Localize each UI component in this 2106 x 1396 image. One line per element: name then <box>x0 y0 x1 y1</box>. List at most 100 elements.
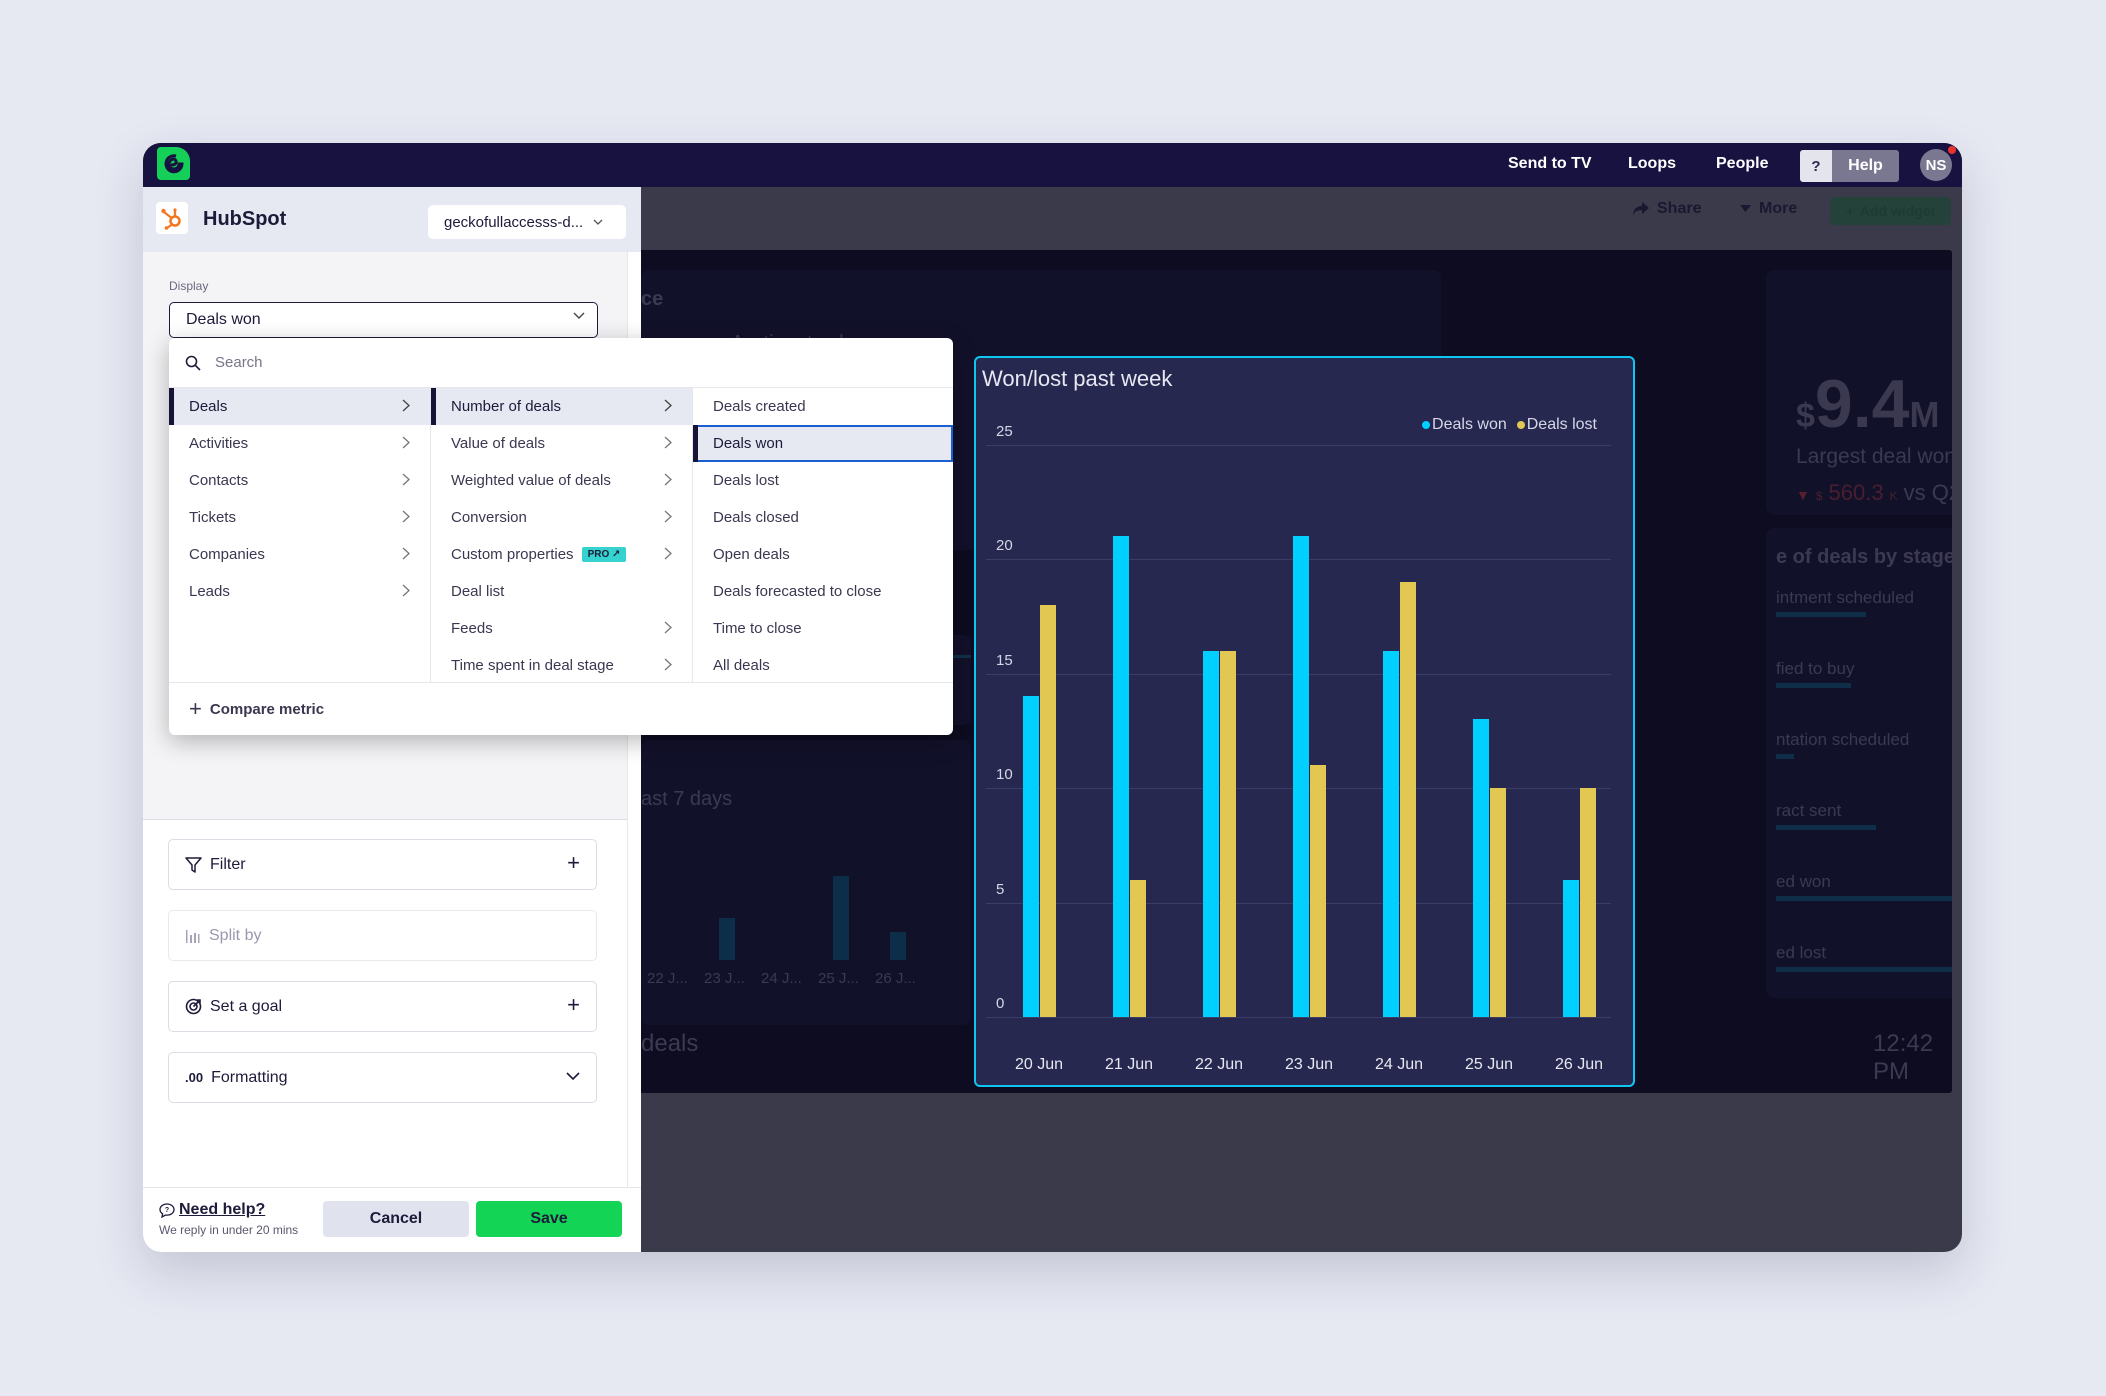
nav-people[interactable]: People <box>1716 155 1769 172</box>
widget-title-fragment: ce <box>641 288 664 310</box>
filter-button[interactable]: Filter + <box>168 839 597 890</box>
notification-dot <box>1948 146 1956 154</box>
menu-item-deals-forecasted[interactable]: Deals forecasted to close <box>713 583 882 600</box>
menu-item-tickets[interactable]: Tickets <box>169 499 430 536</box>
menu-item-feeds[interactable]: Feeds <box>431 610 692 647</box>
delta-compare: vs Q2 <box>1903 480 1952 505</box>
menu-item-all-deals[interactable]: All deals <box>713 657 770 674</box>
chart-title: Won/lost past week <box>982 366 1173 391</box>
big-number: $ 9.4 M <box>1796 365 1939 443</box>
bar-deals-won[interactable] <box>1563 879 1579 1017</box>
won-lost-chart-widget: Won/lost past week Deals won Deals lost … <box>974 356 1635 1087</box>
nav-loops[interactable]: Loops <box>1628 155 1676 172</box>
chevron-right-icon <box>664 436 672 449</box>
menu-item-label: Feeds <box>451 620 493 637</box>
user-avatar[interactable]: NS <box>1920 149 1952 181</box>
search-input[interactable]: Search <box>215 354 263 371</box>
svg-text:?: ? <box>165 1207 169 1214</box>
menu-item-leads[interactable]: Leads <box>169 573 430 610</box>
metric-column: Deals created Deals won Deals lost Deals… <box>693 388 953 682</box>
menu-item-deals-lost[interactable]: Deals lost <box>713 472 779 489</box>
display-select[interactable]: Deals won <box>169 302 598 338</box>
chat-help-icon: ? <box>159 1202 175 1218</box>
chevron-down-icon <box>573 312 585 319</box>
x-label: 25 J... <box>818 970 859 987</box>
y-tick-label: 20 <box>996 537 1013 554</box>
cancel-button[interactable]: Cancel <box>323 1201 469 1237</box>
bar-deals-won[interactable] <box>1023 696 1039 1017</box>
menu-item-deals-won[interactable]: Deals won <box>693 425 953 462</box>
menu-item-contacts[interactable]: Contacts <box>169 462 430 499</box>
menu-item-label: Companies <box>189 546 265 563</box>
legend-item-won: Deals won <box>1422 416 1507 434</box>
bar-deals-lost[interactable] <box>1490 788 1506 1017</box>
menu-item-deals-closed[interactable]: Deals closed <box>713 509 799 526</box>
nav-send-to-tv[interactable]: Send to TV <box>1508 155 1592 172</box>
top-navbar: Send to TV Loops People ? Help NS <box>143 143 1962 187</box>
stage-label: ed won <box>1776 872 1831 891</box>
need-help-link[interactable]: ? Need help? <box>159 1201 265 1219</box>
panel-header: HubSpot geckofullaccesss-d... <box>143 187 641 252</box>
menu-item-conversion[interactable]: Conversion <box>431 499 692 536</box>
menu-item-label: Activities <box>189 435 249 452</box>
more-button[interactable]: More <box>1740 200 1797 218</box>
chevron-right-icon <box>664 621 672 634</box>
x-tick-label: 24 Jun <box>1374 1056 1424 1073</box>
x-label: 22 J... <box>647 970 688 987</box>
bar-deals-lost[interactable] <box>1130 879 1146 1017</box>
menu-item-deals[interactable]: Deals <box>169 388 430 425</box>
bar-deals-won[interactable] <box>1383 650 1399 1017</box>
gridline <box>986 1017 1611 1018</box>
geckoboard-logo-icon[interactable] <box>157 147 190 180</box>
menu-item-custom-properties[interactable]: Custom properties PRO ↗ <box>431 536 692 573</box>
bar-deals-lost[interactable] <box>1220 650 1236 1017</box>
category-column: Deals Activities Contacts Tickets Compan… <box>169 388 431 682</box>
legend-dot <box>1516 421 1525 429</box>
menu-item-time-in-stage[interactable]: Time spent in deal stage <box>431 647 692 684</box>
panel-scrollbar[interactable] <box>627 252 628 1252</box>
formatting-button[interactable]: .00 Formatting <box>168 1052 597 1103</box>
menu-item-weighted-value[interactable]: Weighted value of deals <box>431 462 692 499</box>
save-button[interactable]: Save <box>476 1201 622 1237</box>
add-widget-button[interactable]: + Add widget <box>1830 197 1951 225</box>
pro-badge[interactable]: PRO ↗ <box>581 547 627 562</box>
split-bars-icon <box>186 929 200 943</box>
menu-item-label: Conversion <box>451 509 527 526</box>
set-goal-button[interactable]: Set a goal + <box>168 981 597 1032</box>
filter-icon <box>185 856 202 873</box>
menu-item-value-of-deals[interactable]: Value of deals <box>431 425 692 462</box>
menu-item-open-deals[interactable]: Open deals <box>713 546 790 563</box>
compare-metric-button[interactable]: + Compare metric <box>169 682 953 735</box>
widget-title: ast 7 days <box>641 788 733 810</box>
account-select[interactable]: geckofullaccesss-d... <box>428 205 626 239</box>
bar-deals-won[interactable] <box>1293 536 1309 1017</box>
big-number-label: Largest deal won <box>1796 445 1952 468</box>
menu-item-time-to-close[interactable]: Time to close <box>713 620 802 637</box>
bar-deals-won[interactable] <box>1473 719 1489 1017</box>
menu-item-number-of-deals[interactable]: Number of deals <box>431 388 692 425</box>
stage-row: intment scheduled $450.0K <box>1766 588 1952 659</box>
help-button[interactable]: ? Help <box>1800 150 1899 182</box>
chevron-right-icon <box>664 547 672 560</box>
bar-deals-lost[interactable] <box>1040 604 1056 1017</box>
bar-deals-lost[interactable] <box>1310 765 1326 1017</box>
menu-item-deals-created[interactable]: Deals created <box>713 398 806 415</box>
stage-row: ntation scheduled $210.0K <box>1766 730 1952 801</box>
bar-deals-lost[interactable] <box>1400 581 1416 1017</box>
menu-item-companies[interactable]: Companies <box>169 536 430 573</box>
split-by-button: Split by <box>168 910 597 961</box>
stage-label: ract sent <box>1776 801 1842 820</box>
account-select-value: geckofullaccesss-d... <box>444 213 584 231</box>
menu-item-activities[interactable]: Activities <box>169 425 430 462</box>
bar-deals-won[interactable] <box>1203 650 1219 1017</box>
panel-footer: ? Need help? We reply in under 20 mins C… <box>143 1187 641 1252</box>
metric-search[interactable]: Search <box>169 338 953 388</box>
x-tick-label: 21 Jun <box>1104 1056 1154 1073</box>
share-button[interactable]: Share <box>1633 200 1701 218</box>
bar-deals-lost[interactable] <box>1580 788 1596 1017</box>
menu-item-deal-list[interactable]: Deal list <box>431 573 692 610</box>
menu-item-label: Contacts <box>189 472 249 489</box>
chevron-down-icon <box>566 1072 580 1081</box>
stage-list: intment scheduled $450.0K fied to buy $4… <box>1766 588 1952 1014</box>
bar-deals-won[interactable] <box>1113 536 1129 1017</box>
